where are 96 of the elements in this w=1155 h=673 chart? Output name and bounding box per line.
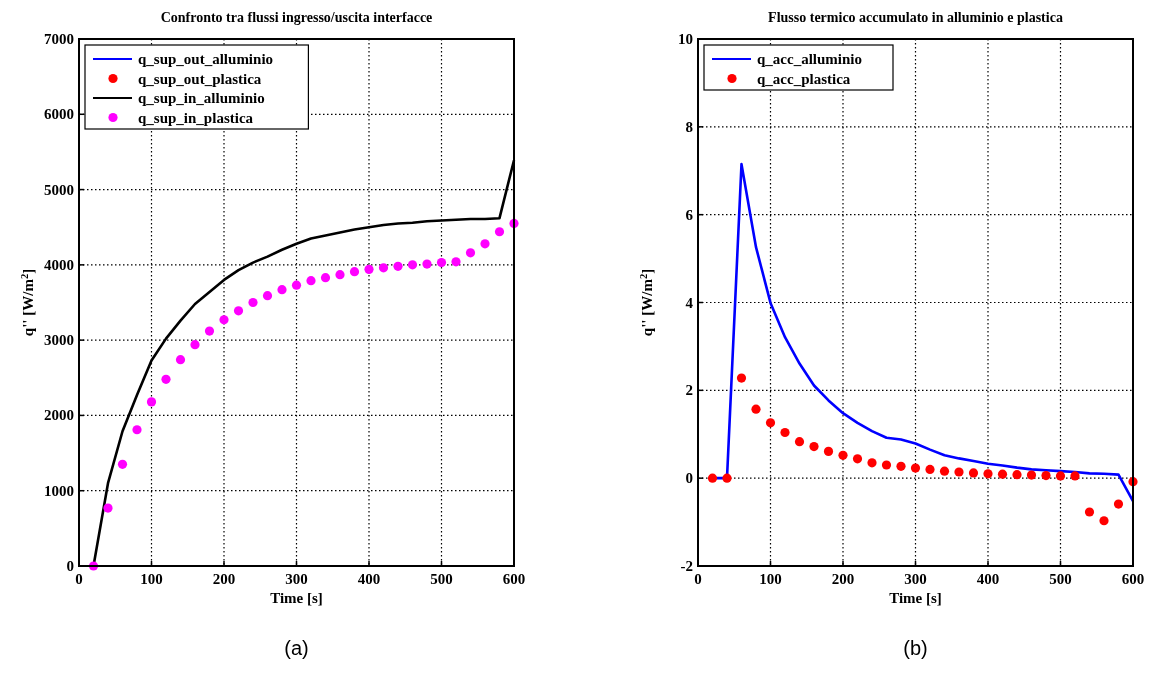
y-tick-label: 6000 xyxy=(44,106,74,123)
point xyxy=(306,276,316,286)
point xyxy=(1012,470,1022,480)
x-tick-label: 500 xyxy=(1049,571,1072,587)
x-tick-label: 400 xyxy=(976,571,1000,587)
point xyxy=(465,248,476,258)
legend-label: q_sup_out_plastica xyxy=(138,70,262,87)
text: (a) xyxy=(284,637,309,659)
point xyxy=(190,340,200,350)
x-tick-label: 100 xyxy=(140,571,163,587)
y-tick-label: 3000 xyxy=(44,332,74,349)
y-tick-label: 4000 xyxy=(44,256,74,273)
legend-label: q_sup_in_alluminio xyxy=(138,90,265,106)
y-tick-label: 2 xyxy=(685,382,693,399)
point xyxy=(794,437,805,447)
y-tick-label: 2000 xyxy=(44,407,74,424)
point xyxy=(780,427,790,438)
point xyxy=(175,355,186,365)
point xyxy=(1041,470,1051,481)
x-tick-label: 400 xyxy=(357,571,381,587)
point xyxy=(219,315,229,325)
point xyxy=(1113,499,1124,509)
point xyxy=(968,468,979,478)
point xyxy=(881,460,892,470)
legend-label: q_acc_plastica xyxy=(757,70,851,87)
point xyxy=(248,297,258,308)
x-tick-label: 300 xyxy=(904,571,927,587)
point xyxy=(867,458,877,468)
point xyxy=(751,404,761,414)
x-tick-label: 100 xyxy=(759,571,782,587)
y-tick-label: 7000 xyxy=(44,31,74,47)
point xyxy=(736,373,747,383)
point xyxy=(349,267,360,277)
point xyxy=(1084,507,1095,517)
point xyxy=(838,450,848,460)
x-axis-title: Time [s] xyxy=(889,590,942,606)
point xyxy=(335,270,345,280)
x-tick-label: 300 xyxy=(285,571,308,587)
y-tick-label: 1000 xyxy=(44,482,74,499)
chart-title: Flusso termico accumulato in alluminio e plastica xyxy=(768,10,1063,25)
point xyxy=(1070,471,1080,481)
x-axis-title: Time [s] xyxy=(270,590,323,606)
y-tick-label: 4 xyxy=(685,294,694,311)
point xyxy=(436,258,447,268)
point xyxy=(910,463,921,473)
point xyxy=(378,263,389,273)
point xyxy=(407,260,418,270)
text: (b) xyxy=(903,637,928,659)
point xyxy=(722,473,732,483)
point xyxy=(451,257,461,267)
legend-label: q_acc_alluminio xyxy=(757,51,863,67)
point xyxy=(146,397,157,407)
point xyxy=(939,466,950,476)
point xyxy=(983,469,993,479)
point xyxy=(233,306,244,316)
y-tick-label: 6 xyxy=(685,206,694,223)
chart-title: Confronto tra flussi ingresso/uscita interfacce xyxy=(160,10,433,25)
x-tick-label: 600 xyxy=(502,571,526,587)
point xyxy=(809,441,819,452)
point xyxy=(422,259,432,269)
x-tick-label: 500 xyxy=(430,571,453,587)
y-tick-label: 8 xyxy=(685,118,693,135)
point xyxy=(393,261,403,271)
point xyxy=(765,418,776,428)
point xyxy=(1055,471,1066,481)
point xyxy=(494,227,505,237)
x-tick-label: 600 xyxy=(1121,571,1145,587)
point xyxy=(204,326,215,336)
point xyxy=(1099,516,1109,526)
legend-label: q_sup_out_alluminio xyxy=(138,51,274,67)
point xyxy=(161,374,171,384)
point xyxy=(1026,470,1037,480)
point xyxy=(925,464,935,474)
y-tick-label: 0 xyxy=(685,470,693,487)
point xyxy=(132,425,142,435)
y-tick-label: -2 xyxy=(680,558,693,574)
point xyxy=(262,291,273,301)
point xyxy=(117,459,128,469)
point xyxy=(954,467,964,477)
point xyxy=(823,446,834,456)
legend-label: q_sup_in_plastica xyxy=(138,109,254,126)
y-tick-label: 5000 xyxy=(44,181,74,198)
y-tick-label: 0 xyxy=(66,558,74,574)
point xyxy=(320,273,331,283)
x-tick-label: 200 xyxy=(831,571,855,587)
point xyxy=(707,473,718,483)
point xyxy=(480,239,490,249)
point xyxy=(291,280,302,290)
x-tick-label: 200 xyxy=(212,571,236,587)
point xyxy=(997,469,1008,479)
y-tick-label: 10 xyxy=(678,31,693,47)
point xyxy=(103,503,113,513)
point xyxy=(364,264,374,274)
point xyxy=(852,454,863,464)
point xyxy=(277,285,287,295)
point xyxy=(896,461,906,471)
